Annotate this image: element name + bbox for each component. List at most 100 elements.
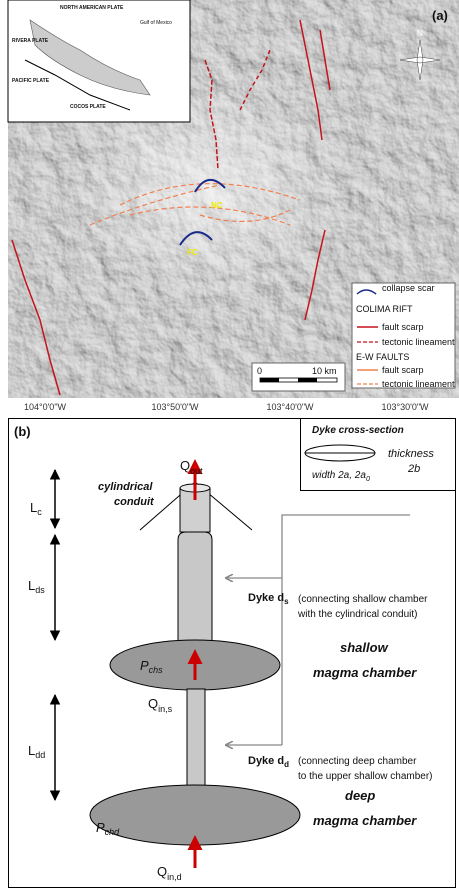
shape [204,59,219,171]
legend-heading: E-W FAULTS [356,352,409,362]
shape [304,229,326,321]
diagram-panel: (b) Dyke cross-section thickness 2b widt… [8,418,456,888]
shape [24,59,131,111]
dyke-dd [186,688,206,794]
chamber-label: shallow [340,640,389,655]
shape [194,179,226,193]
shape [298,378,317,382]
chamber-label: deep [345,788,375,803]
shape [300,418,456,491]
text-part: L [28,743,35,758]
north-label: N [417,29,423,38]
cross-section-title: Dyke cross-section [312,425,404,436]
inset-label: RIVERA PLATE [12,38,49,44]
x-axis-label: 103°50'0"W [151,402,199,412]
pressure-label: Pchd [96,820,120,837]
conduit-label: conduit [114,496,155,508]
shape [29,19,151,96]
deep-chamber [89,784,301,846]
inset-label: Gulf of Mexico [140,20,172,26]
thickness-label: 2b [407,463,420,475]
legend-label: tectonic lineament [382,337,455,347]
scale-label: 10 km [312,366,337,376]
dyke-note: with the cylindrical conduit) [297,609,418,620]
panel-label: (b) [14,424,31,439]
text-part: dd [35,750,45,760]
text-part: L [28,578,35,593]
shape [129,206,291,226]
inset-label: PACIFIC PLATE [12,78,50,84]
text-part: Dyke d [248,592,284,604]
shape [251,362,346,392]
dyke-note: (connecting deep chamber [298,756,417,767]
scale-bar: 0 10 km [251,362,346,392]
conduit-label: cylindrical [98,481,153,493]
text-part: in,s [158,704,173,714]
text-part: s [284,597,289,606]
x-axis-label: 103°30'0"W [381,402,429,412]
text-part: chs [149,665,164,675]
shape [356,289,377,295]
inset-map: NORTH AMERICAN PLATE Gulf of Mexico RIVE… [7,0,191,123]
shape [199,209,291,222]
shape [299,19,323,141]
text-part: P [140,658,149,673]
text-part: out [190,466,203,476]
text-part: Dyke d [248,755,284,767]
shape [239,49,271,111]
legend-label: collapse scar [382,283,435,293]
scale-label: 0 [257,366,262,376]
shape [319,29,331,91]
shape [281,514,410,745]
map-panel: NC FC (a) N NORTH AMERICAN PLATE Gulf of… [7,0,459,412]
shape [179,231,213,246]
text-part: 0 [366,476,370,483]
text-part: Q [157,864,167,879]
text-part: Q [180,458,190,473]
panel-label: (a) [432,8,448,23]
map-legend: collapse scar COLIMA RIFT fault scarp te… [351,282,456,389]
text-part: c [37,507,42,517]
length-label: Lds [28,578,45,595]
text-part: width 2a, 2a [312,470,366,481]
dyke-note: (connecting shallow chamber [298,594,428,605]
pointer-lines [226,514,410,745]
volcano-label: NC [211,201,223,210]
text-part: in,d [167,872,182,882]
shape [260,378,279,382]
text-part: d [284,760,289,769]
volcano-highlight [80,90,360,310]
collapse-scars [179,179,226,246]
text-part: P [96,820,105,835]
dyke-note: to the upper shallow chamber) [298,771,433,782]
x-axis-label: 103°40'0"W [266,402,314,412]
rift-faults [11,19,331,396]
ew-faults [89,183,301,226]
volcano-label: FC [187,248,198,257]
legend-label: fault scarp [382,365,424,375]
dyke-ds [177,531,213,665]
length-label: Lc [30,500,42,517]
thickness-label: thickness [388,448,434,460]
legend-label: fault scarp [382,322,424,332]
width-label: width 2a, 2a0 [312,470,370,483]
chamber-label: magma chamber [313,665,417,680]
shape [89,184,221,226]
text-part: ds [35,585,45,595]
text-part: L [30,500,37,515]
x-axis-label: 104°0'0"W [24,402,67,412]
chamber-label: magma chamber [313,813,417,828]
pressure-label: Pchs [140,658,163,675]
shape [399,39,441,81]
shape [119,183,301,206]
q-out: Qout [180,458,203,476]
shape [11,239,61,396]
text-part: Q [148,696,158,711]
q-in-d: Qin,d [157,864,182,882]
dyke-label: Dyke ds [248,592,289,606]
legend-heading: COLIMA RIFT [356,304,413,314]
inset-label: NORTH AMERICAN PLATE [60,5,124,11]
dyke-label: Dyke dd [248,755,289,769]
inset-label: COCOS PLATE [70,104,106,110]
